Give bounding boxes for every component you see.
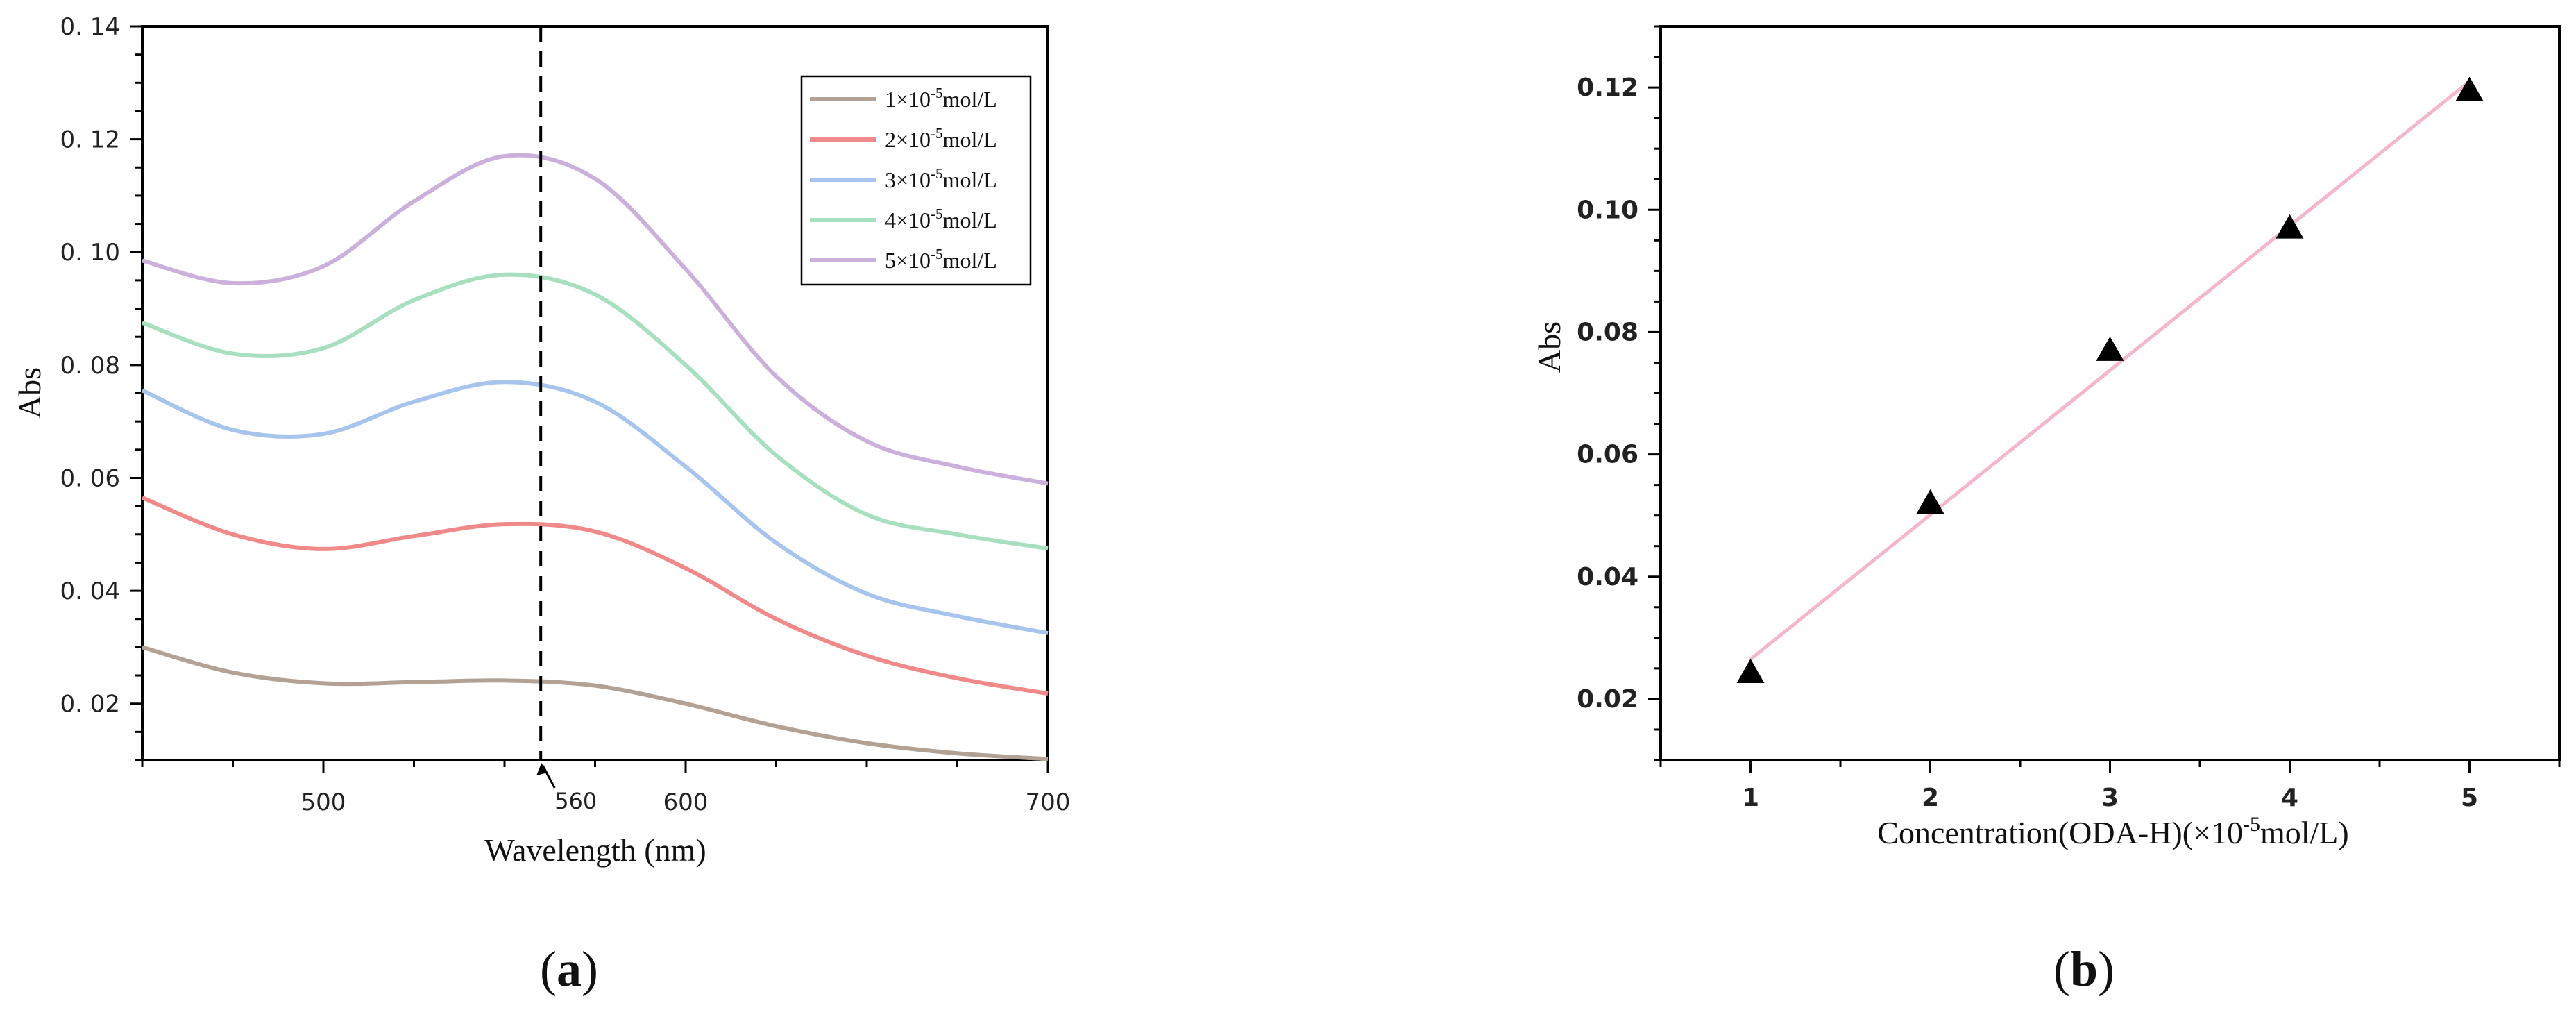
panel-a-y-tick-label: 0. 14 [60,13,120,41]
panel-a-x-axis-title: Wavelength (nm) [484,832,706,868]
panel-a-y-tick-label: 0. 06 [60,464,120,492]
panel-b-x-axis-title-unit: mol/L) [2260,815,2349,850]
spectrum-curve-3 [141,380,1049,636]
panel-a-y-tick-label: 0. 12 [60,126,120,154]
wavelength-marker-label: 560 [554,788,597,814]
panel-b-plot-frame [1659,25,2561,761]
panel-b-x-tick-label: 5 [2461,784,2478,812]
panel-a-label: (a) [540,941,598,997]
panel-b-y-tick-label: 0.12 [1577,74,1638,102]
wavelength-marker-arrowhead [536,763,548,775]
panel-b-ticks: 1 2 3 4 5 0.02 0.04 0.06 0.08 0.10 0.12 [1577,25,2561,812]
legend-entry-3: 3×10-5mol/L [885,165,997,192]
legend-entry-5: 5×10-5mol/L [885,246,997,273]
panel-b-calibration-chart: 1 2 3 4 5 0.02 0.04 0.06 0.08 0.10 0.12 Concentrat… [1532,25,2561,997]
panel-b-x-tick-label: 4 [2281,784,2298,812]
panel-b-y-tick-label: 0.06 [1577,441,1638,469]
spectrum-curve-4 [142,272,1049,551]
panel-b-data-points [1736,76,2484,684]
panel-a-y-tick-label: 0. 10 [60,239,120,267]
panel-a-x-tick-label: 600 [663,789,709,816]
panel-a-y-axis-title: Abs [12,367,47,419]
panel-b-x-axis-title-exponent: -5 [2243,813,2260,836]
panel-b-x-tick-label: 1 [1742,784,1759,812]
legend-entry-2: 2×10-5mol/L [885,125,997,152]
panel-b-x-axis-title: Concentration(ODA-H)(×10-5mol/L) [1877,813,2348,850]
legend-entry-4: 4×10-5mol/L [885,205,997,233]
spectrum-curve-2 [141,496,1049,696]
panel-a-label-letter: a [557,941,582,997]
panel-a-y-tick-label: 0. 02 [60,691,120,718]
legend-entry-1: 1×10-5mol/L [885,85,997,112]
panel-a-x-tick-label: 700 [1026,789,1071,816]
spectrum-curve-5 [142,153,1049,486]
panel-b-y-tick-label: 0.10 [1577,196,1638,224]
panel-a-ticks: 500 600 700 0. 02 0. 04 0. 06 0. 08 0. 10 0. 12 0… [60,13,1070,816]
panel-b-fit-line [1749,80,2471,661]
panel-b-y-axis-title: Abs [1532,321,1567,373]
panel-b-x-axis-title-main: Concentration(ODA-H)(×10 [1877,815,2243,850]
panel-b-y-tick-label: 0.08 [1577,318,1638,346]
data-point-triangle [2455,76,2484,101]
data-point-triangle [1916,489,1944,514]
panel-b-y-tick-label: 0.04 [1577,563,1638,591]
panel-a-legend: 1×10-5mol/L 2×10-5mol/L 3×10-5mol/L 4×10-5m… [800,75,1032,286]
panel-a-spectra-chart: 500 600 700 0. 02 0. 04 0. 06 0. 08 0. 10 0. 12 0… [12,13,1070,997]
data-point-triangle [1736,659,1765,684]
panel-b-x-tick-label: 3 [2101,784,2119,812]
spectrum-curve-1 [142,645,1049,761]
data-point-triangle [2276,214,2304,239]
panel-a-curves [141,153,1049,761]
data-point-triangle [2096,336,2124,361]
panel-a-y-tick-label: 0. 04 [60,578,120,605]
panel-b-y-tick-label: 0.02 [1577,685,1638,714]
panel-b-x-tick-label: 2 [1922,784,1939,812]
panel-b-label-letter: b [2070,941,2098,997]
panel-a-x-tick-label: 500 [301,789,346,816]
panel-b-label: (b) [2053,941,2115,997]
panel-a-y-tick-label: 0. 08 [60,352,120,380]
